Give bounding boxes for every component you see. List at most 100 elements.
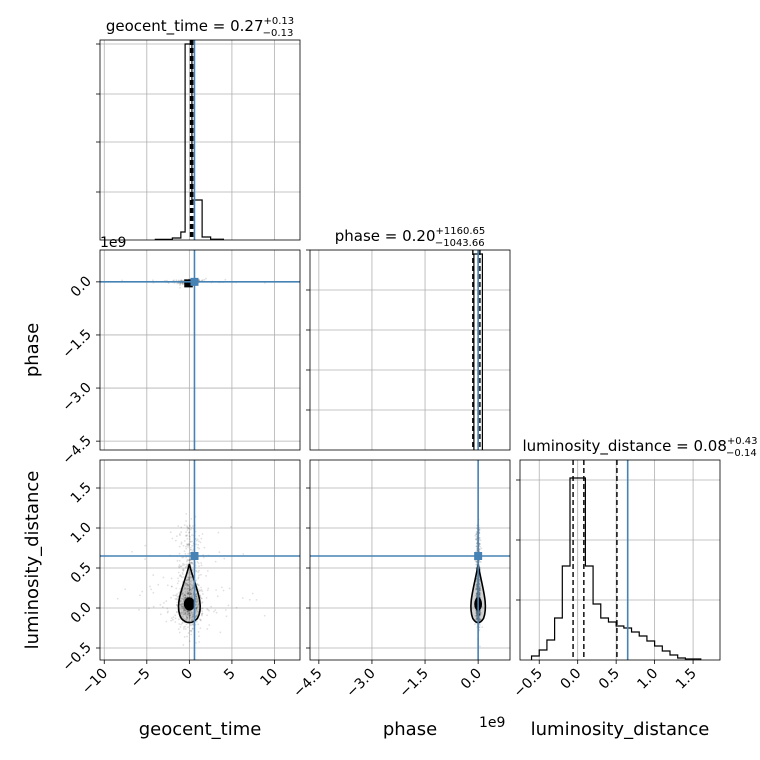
sample-point: [165, 620, 168, 623]
sample-point: [178, 566, 181, 569]
sample-point: [201, 610, 203, 612]
xlabel-luminosity-distance: luminosity_distance: [531, 719, 710, 740]
sample-point: [188, 558, 191, 561]
sample-point: [183, 593, 186, 596]
sample-point: [197, 603, 200, 606]
sample-point: [189, 548, 192, 551]
sample-point: [181, 602, 184, 605]
sample-point: [191, 611, 193, 614]
sample-point: [195, 620, 198, 623]
sample-point: [205, 575, 207, 577]
sample-point: [198, 279, 200, 281]
sample-point: [187, 591, 190, 594]
sample-point: [479, 610, 481, 613]
panel-frame: [99, 459, 301, 661]
sample-point: [195, 606, 197, 609]
sample-point: [185, 590, 187, 592]
sample-point: [475, 587, 478, 590]
sample-point: [186, 617, 189, 620]
sample-point: [191, 589, 193, 592]
sample-point: [475, 612, 477, 615]
sample-point: [195, 592, 198, 595]
panel-area: [310, 460, 510, 660]
sample-point: [184, 596, 187, 599]
sample-point: [181, 568, 184, 571]
sample-point: [197, 631, 200, 633]
sample-point: [475, 537, 478, 539]
sample-point: [177, 618, 180, 621]
sample-point: [182, 595, 184, 598]
sample-point: [184, 596, 187, 599]
xtick-label: 0.0: [458, 666, 485, 693]
sample-point: [186, 588, 188, 591]
sample-point: [479, 596, 481, 598]
sample-point: [479, 588, 481, 590]
sample-point: [179, 600, 182, 603]
sample-point: [200, 588, 203, 591]
sample-point: [194, 538, 197, 540]
sample-point: [183, 636, 186, 638]
sample-point: [175, 604, 178, 606]
sample-point: [189, 541, 192, 543]
sample-point: [202, 593, 204, 595]
sample-point: [187, 614, 190, 617]
sample-point: [475, 560, 477, 563]
sample-point: [206, 614, 208, 617]
sample-point: [188, 578, 191, 581]
sample-point: [224, 278, 227, 281]
sample-point: [177, 571, 180, 574]
sample-point: [179, 534, 181, 537]
sample-point: [475, 594, 478, 597]
sample-point: [189, 613, 192, 616]
sample-point: [475, 579, 478, 582]
sample-point: [214, 609, 217, 611]
sample-point: [167, 610, 169, 613]
sample-point: [185, 556, 188, 559]
sample-point: [475, 609, 478, 612]
sample-point: [181, 622, 184, 625]
sample-point: [170, 596, 172, 599]
sample-point: [190, 612, 192, 615]
sample-point: [194, 569, 197, 572]
sample-point: [180, 526, 183, 529]
sample-point: [152, 574, 155, 576]
sample-point: [182, 605, 185, 608]
sample-point: [189, 629, 192, 632]
sample-point: [191, 596, 194, 599]
sample-point: [199, 619, 202, 621]
sample-point: [479, 610, 481, 613]
sample-point: [189, 571, 192, 574]
sample-point: [479, 614, 482, 617]
sample-point: [182, 598, 185, 601]
sample-point: [189, 593, 192, 596]
sample-point: [185, 615, 188, 618]
sample-point: [188, 613, 191, 615]
sample-point: [183, 607, 185, 610]
sample-point: [165, 600, 168, 602]
sample-point: [181, 282, 184, 285]
sample-point: [475, 583, 478, 586]
sample-point: [203, 278, 206, 281]
sample-point: [178, 545, 181, 548]
sample-point: [181, 597, 184, 600]
sample-point: [184, 590, 186, 593]
sample-point: [206, 607, 208, 610]
sample-point: [189, 594, 192, 597]
sample-point: [199, 618, 201, 621]
sample-point: [187, 581, 190, 584]
sample-point: [185, 584, 188, 587]
sample-point: [475, 611, 478, 614]
sample-point: [170, 577, 173, 580]
xtick-label: −3.0: [343, 666, 378, 701]
sample-point: [479, 613, 482, 615]
sample-point: [479, 594, 481, 597]
panel-title: luminosity_distance = 0.08+0.43 −0.14: [522, 436, 757, 459]
sample-point: [184, 610, 187, 613]
sample-point: [195, 608, 198, 611]
sample-point: [186, 525, 188, 527]
sample-point: [186, 616, 189, 619]
sample-point: [176, 282, 179, 285]
sample-point: [215, 589, 218, 591]
ytick-label: −3.0: [59, 380, 94, 415]
sample-point: [475, 618, 478, 621]
